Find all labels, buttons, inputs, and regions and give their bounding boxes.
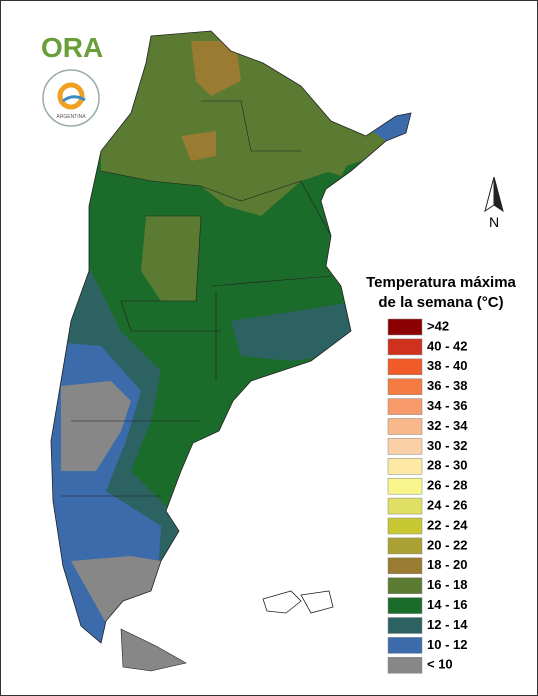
legend-swatch bbox=[387, 577, 423, 594]
legend-label: 28 - 30 bbox=[427, 458, 467, 473]
legend-label: 16 - 18 bbox=[427, 577, 467, 592]
logo-name: ORA bbox=[41, 32, 103, 63]
tierra-del-fuego bbox=[120, 628, 187, 672]
legend-label: >42 bbox=[427, 318, 449, 333]
legend-swatch bbox=[387, 458, 423, 475]
legend-label: < 10 bbox=[427, 657, 453, 672]
legend-swatch bbox=[387, 637, 423, 654]
north-arrow bbox=[484, 176, 495, 213]
legend-label: 24 - 26 bbox=[427, 498, 467, 513]
legend-label: 34 - 36 bbox=[427, 398, 467, 413]
legend-swatch bbox=[387, 438, 423, 455]
logo: ORA ARGENTINA bbox=[41, 32, 103, 127]
legend-label: 20 - 22 bbox=[427, 537, 467, 552]
legend-title: de la semana (°C) bbox=[378, 294, 503, 311]
province-borders bbox=[61, 100, 332, 497]
legend-swatch bbox=[387, 617, 423, 634]
legend-swatch bbox=[387, 398, 423, 415]
legend-label: 30 - 32 bbox=[427, 438, 467, 453]
legend-swatch bbox=[387, 338, 423, 356]
temperature-regions bbox=[51, 31, 411, 643]
legend-swatch bbox=[387, 497, 423, 515]
legend-swatch bbox=[387, 657, 423, 674]
legend-label: 14 - 16 bbox=[427, 597, 467, 612]
logo-subtitle: ARGENTINA bbox=[56, 114, 86, 120]
logo-wave bbox=[62, 95, 86, 103]
legend-swatch bbox=[387, 477, 423, 495]
legend-label: 26 - 28 bbox=[427, 478, 467, 493]
region-18-20 bbox=[191, 41, 241, 96]
legend-swatch bbox=[387, 378, 423, 395]
legend-label: 40 - 42 bbox=[427, 338, 467, 353]
legend-title: Temperatura máxima bbox=[366, 274, 516, 291]
region-18-20 bbox=[181, 131, 216, 161]
legend-swatch bbox=[387, 358, 423, 376]
region-12-14 bbox=[231, 301, 361, 361]
legend-swatch bbox=[387, 597, 423, 614]
legend-swatch bbox=[387, 318, 423, 336]
legend-swatch bbox=[387, 557, 423, 575]
legend-label: 18 - 20 bbox=[427, 557, 467, 572]
legend-swatch bbox=[387, 418, 423, 435]
region-below-10 bbox=[61, 381, 131, 471]
legend-label: 32 - 34 bbox=[427, 418, 468, 433]
north-label: N bbox=[489, 214, 499, 230]
region-16-18 bbox=[141, 216, 201, 301]
north-arrow bbox=[493, 176, 504, 213]
legend-swatch bbox=[387, 537, 423, 555]
legend: Temperatura máxima de la semana (°C) >42… bbox=[366, 274, 517, 674]
legend-label: 38 - 40 bbox=[427, 358, 467, 373]
legend-label: 36 - 38 bbox=[427, 378, 467, 393]
legend-label: 10 - 12 bbox=[427, 637, 467, 652]
legend-label: 12 - 14 bbox=[427, 617, 468, 632]
logo-sun bbox=[57, 82, 85, 110]
islands bbox=[262, 590, 334, 614]
region-16-18 bbox=[301, 131, 361, 176]
legend-label: 22 - 24 bbox=[427, 517, 468, 532]
legend-swatch bbox=[387, 517, 423, 535]
